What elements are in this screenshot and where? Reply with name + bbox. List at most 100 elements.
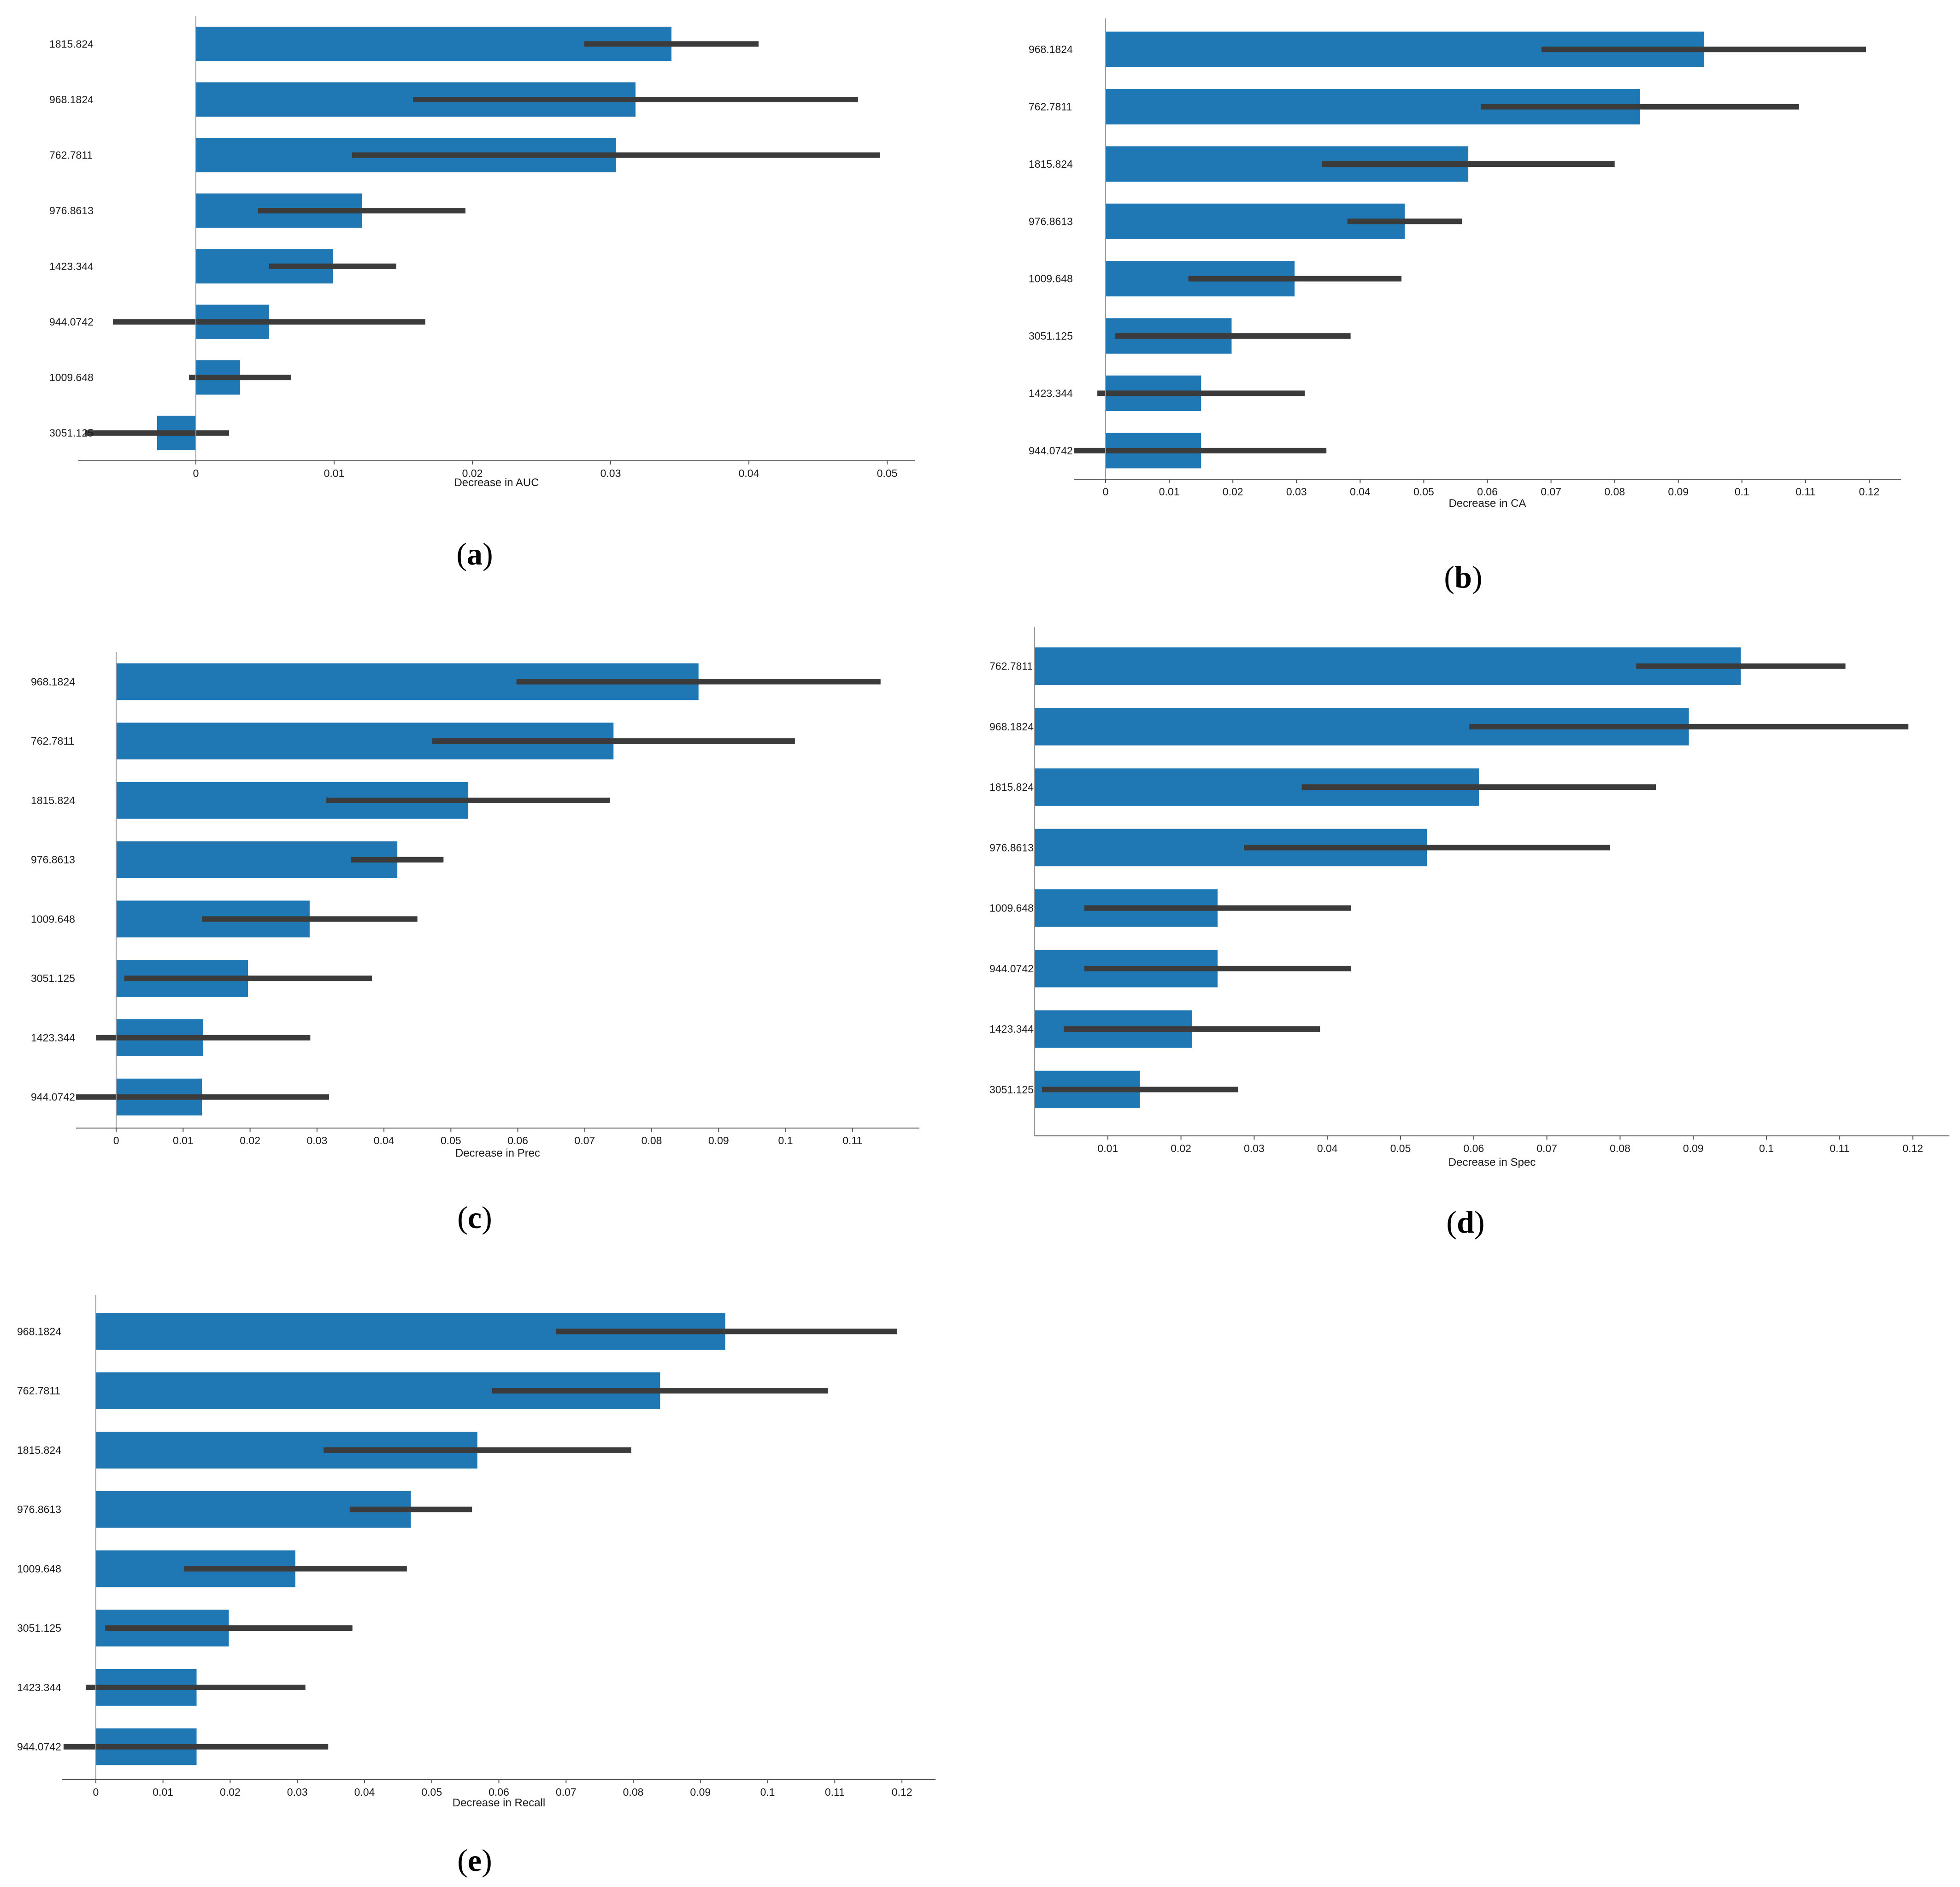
chart-panel-c: 968.1824 762.7811 1815.824 976.8613 1009.648…: [31, 652, 919, 1235]
chart-a-category-label: 944.0742: [49, 316, 94, 328]
chart-b-category-label: 762.7811: [1029, 101, 1072, 113]
chart-c-x-tick-label: 0: [113, 1135, 119, 1146]
chart-a-category-label: 3051.125: [49, 427, 94, 439]
chart-a-category-label: 968.1824: [49, 94, 94, 106]
chart-panel-a: 1815.824 968.1824 762.7811 976.8613 1423.344…: [49, 16, 915, 571]
chart-c-x-tick-label: 0.05: [441, 1135, 461, 1146]
chart-b-x-tick-label: 0.09: [1668, 486, 1689, 498]
chart-c-category-label: 944.0742: [31, 1091, 75, 1103]
chart-e-x-tick-label: 0.11: [825, 1786, 845, 1798]
chart-d-category-label: 968.1824: [989, 721, 1034, 733]
chart-d-x-tick-label: 0.06: [1463, 1142, 1484, 1154]
chart-d-x-tick-label: 0.09: [1683, 1142, 1704, 1154]
chart-d-x-tick-label: 0.03: [1244, 1142, 1265, 1154]
chart-d-bar-762.7811: [1035, 647, 1741, 685]
chart-c-x-tick-label: 0.03: [306, 1135, 327, 1146]
chart-c-panel-label: (c): [457, 1200, 492, 1235]
chart-b-category-label: 944.0742: [1029, 445, 1073, 457]
chart-d-category-label: 762.7811: [989, 660, 1033, 672]
chart-d-category-label: 1423.344: [989, 1023, 1034, 1035]
chart-e-category-label: 968.1824: [17, 1325, 61, 1337]
chart-c-bar-976.8613: [116, 841, 398, 878]
chart-b-x-tick-label: 0.11: [1795, 486, 1815, 498]
chart-d-panel-letter: d: [1457, 1205, 1474, 1240]
chart-c-category-label: 3051.125: [31, 972, 75, 984]
chart-b-x-tick-label: 0.04: [1350, 486, 1371, 498]
chart-e-category-label: 3051.125: [17, 1622, 61, 1634]
chart-c-category-label: 976.8613: [31, 854, 75, 866]
chart-a-x-tick-label: 0: [193, 467, 199, 479]
chart-c-x-tick-label: 0.02: [240, 1135, 260, 1146]
chart-e-panel-label: (e): [457, 1843, 492, 1878]
chart-c-x-tick-label: 0.11: [842, 1135, 862, 1146]
chart-c-category-label: 1009.648: [31, 913, 75, 925]
chart-b-category-label: 976.8613: [1029, 215, 1073, 227]
chart-b-panel-letter: b: [1454, 559, 1472, 594]
chart-a-category-label: 1009.648: [49, 371, 94, 383]
chart-b-x-axis-title: Decrease in CA: [1448, 497, 1526, 510]
chart-a-x-tick-label: 0.05: [877, 467, 898, 479]
chart-d-panel-label: (d): [1446, 1205, 1484, 1240]
chart-b-x-tick-label: 0.06: [1477, 486, 1498, 498]
chart-e-category-label: 762.7811: [17, 1385, 60, 1397]
chart-c-x-tick-label: 0.09: [708, 1135, 729, 1146]
chart-d-x-tick-label: 0.04: [1317, 1142, 1338, 1154]
chart-e-x-tick-label: 0.02: [220, 1786, 241, 1798]
chart-e-panel-letter: e: [468, 1843, 482, 1878]
chart-d-x-tick-label: 0.08: [1610, 1142, 1630, 1154]
chart-b-x-tick-label: 0.02: [1223, 486, 1243, 498]
chart-a-category-label: 1423.344: [49, 260, 94, 272]
chart-panel-b: 968.1824 762.7811 1815.824 976.8613 1009.648…: [1029, 18, 1901, 594]
chart-d-category-label: 976.8613: [989, 841, 1034, 853]
chart-c-category-label: 762.7811: [31, 735, 74, 747]
chart-d-category-label: 1009.648: [989, 902, 1034, 914]
chart-d-category-label: 3051.125: [989, 1083, 1034, 1095]
chart-e-category-label: 1815.824: [17, 1444, 61, 1456]
chart-panel-e: 968.1824 762.7811 1815.824 976.8613 1009.648…: [17, 1295, 936, 1878]
chart-c-x-tick-label: 0.08: [642, 1135, 662, 1146]
chart-e-category-label: 944.0742: [17, 1741, 61, 1753]
chart-b-x-tick-label: 0.03: [1286, 486, 1307, 498]
chart-c-x-axis-title: Decrease in Prec: [455, 1147, 540, 1159]
chart-a-category-label: 976.8613: [49, 205, 94, 217]
chart-c-x-tick-label: 0.06: [507, 1135, 528, 1146]
chart-e-x-tick-label: 0.03: [287, 1786, 308, 1798]
chart-b-category-label: 968.1824: [1029, 43, 1073, 55]
chart-d-x-tick-label: 0.11: [1830, 1142, 1849, 1154]
chart-e-x-tick-label: 0.04: [354, 1786, 375, 1798]
chart-a-x-tick-label: 0.04: [739, 467, 759, 479]
chart-d-x-tick-label: 0.1: [1759, 1142, 1774, 1154]
chart-d-x-tick-label: 0.07: [1536, 1142, 1557, 1154]
chart-e-x-tick-label: 0.09: [690, 1786, 711, 1798]
chart-d-x-tick-label: 0.01: [1097, 1142, 1118, 1154]
chart-c-panel-letter: c: [468, 1200, 482, 1235]
chart-a-panel-letter: a: [467, 536, 483, 571]
chart-e-x-tick-label: 0.07: [556, 1786, 577, 1798]
chart-a-x-tick-label: 0.03: [600, 467, 621, 479]
chart-c-category-label: 1423.344: [31, 1032, 75, 1044]
chart-e-x-tick-label: 0.1: [760, 1786, 775, 1798]
chart-a-panel-label: (a): [456, 536, 493, 571]
chart-b-x-tick-label: 0.12: [1859, 486, 1880, 498]
chart-e-x-tick-label: 0.08: [623, 1786, 644, 1798]
chart-d-x-axis-title: Decrease in Spec: [1448, 1156, 1536, 1169]
chart-d-x-tick-label: 0.02: [1171, 1142, 1191, 1154]
chart-a-category-label: 762.7811: [49, 149, 93, 161]
chart-b-x-tick-label: 0.01: [1159, 486, 1180, 498]
chart-d-x-tick-label: 0.05: [1390, 1142, 1411, 1154]
chart-e-x-tick-label: 0.05: [421, 1786, 442, 1798]
chart-d-category-label: 944.0742: [989, 963, 1034, 975]
chart-b-x-tick-label: 0.05: [1413, 486, 1434, 498]
chart-a-category-label: 1815.824: [49, 38, 94, 50]
chart-a-x-axis-title: Decrease in AUC: [454, 476, 539, 489]
chart-e-x-tick-label: 0: [93, 1786, 99, 1798]
chart-e-x-tick-label: 0.01: [153, 1786, 173, 1798]
chart-b-x-tick-label: 0.08: [1604, 486, 1625, 498]
chart-b-category-label: 1423.344: [1029, 387, 1073, 399]
chart-b-category-label: 1009.648: [1029, 273, 1073, 285]
chart-c-x-tick-label: 0.04: [374, 1135, 394, 1146]
chart-e-x-tick-label: 0.06: [489, 1786, 509, 1798]
chart-b-x-tick-label: 0: [1103, 486, 1109, 498]
chart-e-category-label: 1423.344: [17, 1681, 61, 1693]
chart-c-x-tick-label: 0.07: [574, 1135, 595, 1146]
